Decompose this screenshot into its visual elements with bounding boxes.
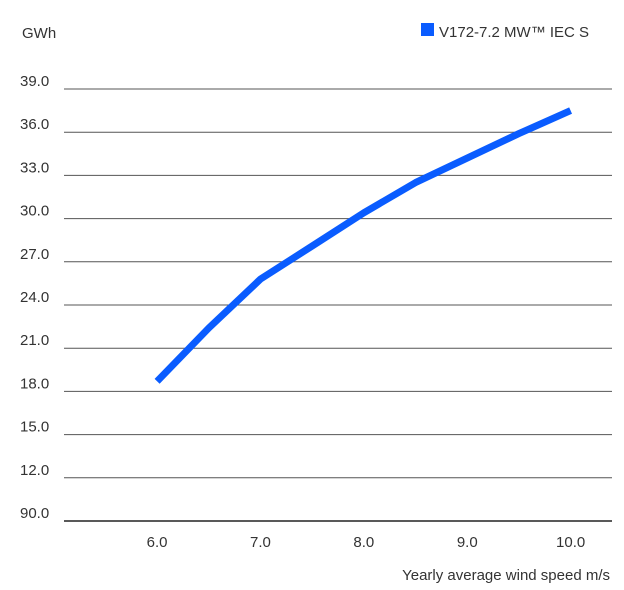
y-tick-label: 18.0 [20,375,49,392]
y-tick-label: 33.0 [20,159,49,176]
x-axis-ticks: 6.0 7.0 8.0 9.0 10.0 [147,534,586,551]
series [157,111,571,382]
x-tick-label: 6.0 [147,534,168,551]
y-tick-label: 90.0 [20,505,49,522]
series-line [157,111,570,382]
y-tick-label: 21.0 [20,332,49,349]
y-tick-label: 27.0 [20,246,49,263]
x-axis-label: Yearly average wind speed m/s [402,567,610,584]
x-tick-label: 7.0 [250,534,271,551]
y-tick-label: 30.0 [20,203,49,220]
y-tick-label: 15.0 [20,419,49,436]
y-tick-label: 12.0 [20,462,49,479]
y-tick-label: 39.0 [20,73,49,90]
y-axis-ticks: 90.0 12.0 15.0 18.0 21.0 24.0 27.0 30.0 33.0 36.0… [20,73,49,522]
legend: V172-7.2 MW™ IEC S [421,23,589,41]
x-tick-label: 8.0 [353,534,374,551]
grid [64,89,612,521]
y-tick-label: 36.0 [20,116,49,133]
legend-swatch [421,23,434,36]
x-tick-label: 9.0 [457,534,478,551]
y-axis-unit-label: GWh [22,25,56,42]
x-tick-label: 10.0 [556,534,585,551]
legend-label: V172-7.2 MW™ IEC S [439,24,589,41]
y-tick-label: 24.0 [20,289,49,306]
